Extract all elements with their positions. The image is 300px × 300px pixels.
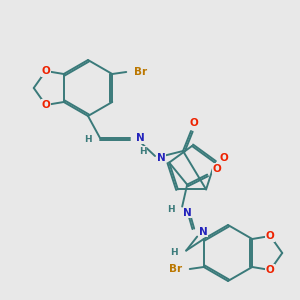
Text: O: O [220,153,229,163]
Text: H: H [170,248,178,257]
Text: N: N [136,133,145,143]
Text: Br: Br [169,264,182,274]
Text: N: N [183,208,192,218]
Text: O: O [190,118,198,128]
Text: O: O [212,164,221,174]
Text: O: O [266,231,274,241]
Text: H: H [167,205,175,214]
Text: O: O [41,66,50,76]
Text: Br: Br [134,67,147,77]
Text: N: N [157,153,166,163]
Text: H: H [84,136,92,145]
Text: N: N [199,226,208,237]
Text: O: O [266,265,274,275]
Text: H: H [140,146,147,155]
Text: O: O [41,100,50,110]
